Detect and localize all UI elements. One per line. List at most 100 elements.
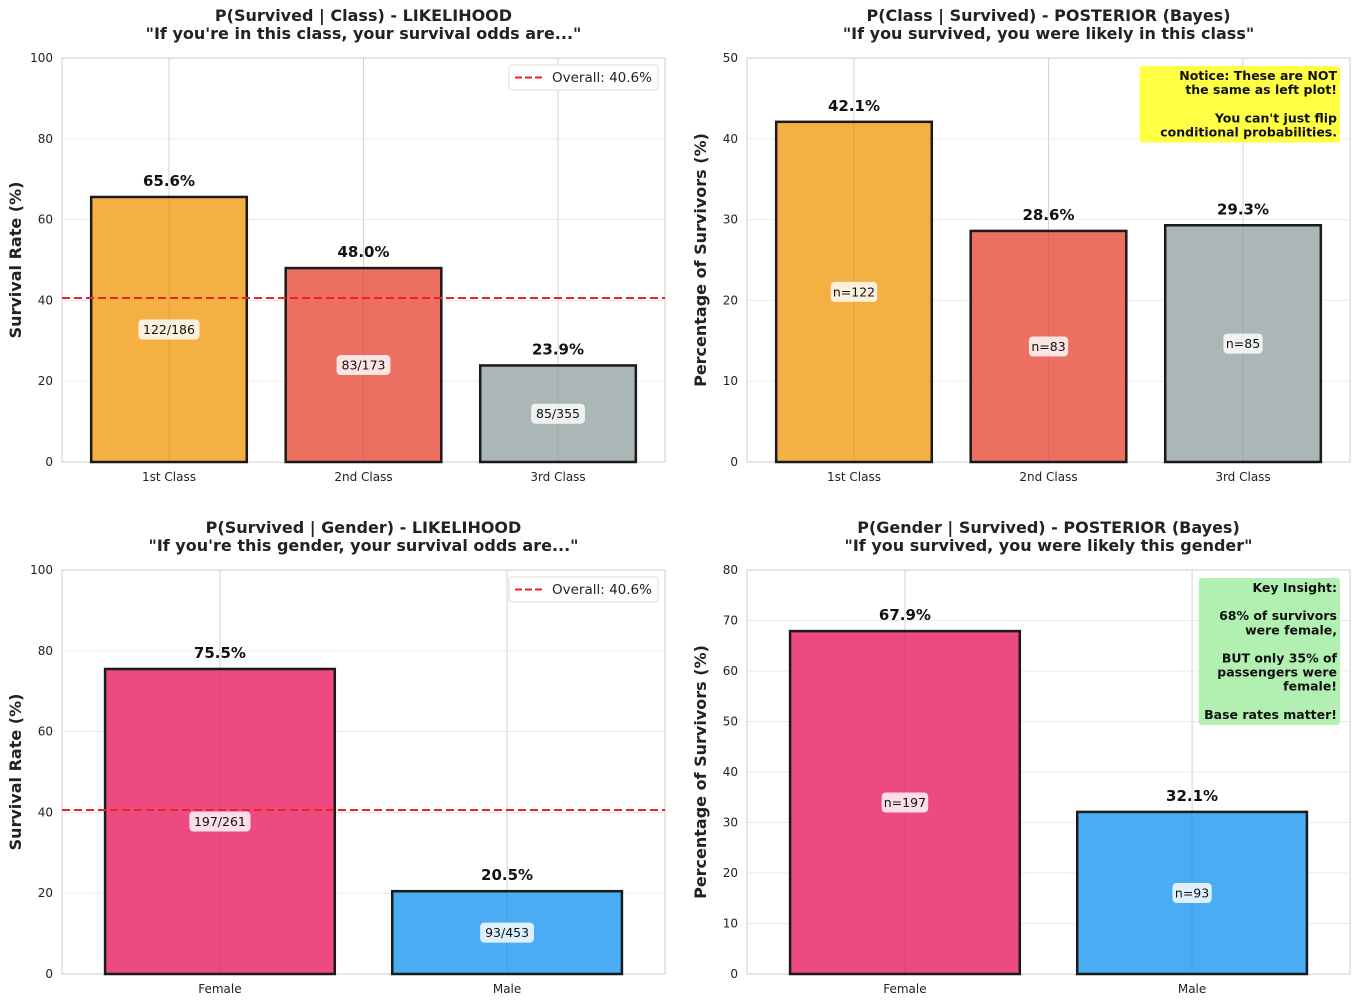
chart-subtitle: "If you survived, you were likely this g… bbox=[845, 536, 1253, 555]
bar-inner-label-box bbox=[138, 319, 200, 340]
chart-title: P(Survived | Class) - LIKELIHOOD bbox=[215, 6, 512, 26]
y-tick-label: 60 bbox=[723, 664, 738, 678]
y-tick-label: 40 bbox=[723, 132, 738, 146]
y-tick-label: 0 bbox=[45, 967, 53, 981]
bar-value-label: 23.9% bbox=[532, 340, 584, 358]
chart-title: P(Class | Survived) - POSTERIOR (Bayes) bbox=[866, 6, 1230, 26]
chart-panel-3: P(Survived | Gender) - LIKELIHOOD"If you… bbox=[6, 518, 666, 996]
chart-panel-2: P(Class | Survived) - POSTERIOR (Bayes)"… bbox=[691, 6, 1351, 484]
chart-subtitle: "If you're this gender, your survival od… bbox=[148, 536, 578, 555]
x-tick-label: Female bbox=[883, 982, 926, 996]
bar-inner-label-box bbox=[531, 403, 585, 424]
bar-value-label: 67.9% bbox=[879, 606, 931, 624]
plot-frame bbox=[746, 569, 1351, 975]
y-axis-label: Survival Rate (%) bbox=[6, 694, 25, 851]
bar-inner-label: n=122 bbox=[833, 284, 875, 299]
bar-value-label: 75.5% bbox=[194, 644, 246, 662]
legend-label: Overall: 40.6% bbox=[552, 582, 652, 598]
y-tick-label: 50 bbox=[723, 51, 738, 65]
y-tick-label: 0 bbox=[730, 455, 738, 469]
annotation-text: were female, bbox=[1245, 622, 1337, 637]
y-tick-label: 20 bbox=[723, 293, 738, 307]
y-tick-label: 30 bbox=[723, 816, 738, 830]
x-tick-label: Male bbox=[1178, 982, 1206, 996]
y-tick-label: 20 bbox=[723, 866, 738, 880]
annotation-text: the same as left plot! bbox=[1185, 82, 1337, 97]
bar-inner-label-box bbox=[1223, 333, 1263, 354]
bar-value-label: 20.5% bbox=[481, 866, 533, 884]
y-axis-label: Survival Rate (%) bbox=[6, 182, 25, 339]
bar-value-label: 48.0% bbox=[337, 243, 389, 261]
bar-inner-label: 197/261 bbox=[194, 814, 246, 829]
bar-inner-label: n=93 bbox=[1175, 885, 1209, 900]
bar-inner-label: n=197 bbox=[884, 795, 926, 810]
bar-value-label: 29.3% bbox=[1217, 200, 1269, 218]
annotation-text: conditional probabilities. bbox=[1160, 124, 1337, 139]
y-tick-label: 10 bbox=[723, 374, 738, 388]
y-tick-label: 0 bbox=[45, 455, 53, 469]
x-tick-label: 1st Class bbox=[827, 470, 881, 484]
annotation-text: Key Insight: bbox=[1252, 580, 1337, 595]
x-tick-label: 3rd Class bbox=[530, 470, 585, 484]
y-tick-label: 40 bbox=[38, 293, 53, 307]
y-tick-label: 40 bbox=[38, 805, 53, 819]
annotation-text: Base rates matter! bbox=[1204, 707, 1337, 722]
annotation-text: You can't just flip bbox=[1214, 110, 1337, 125]
y-tick-label: 100 bbox=[30, 563, 53, 577]
y-tick-label: 70 bbox=[723, 614, 738, 628]
bar bbox=[1075, 810, 1309, 976]
bar-value-label: 28.6% bbox=[1022, 206, 1074, 224]
y-axis-label: Percentage of Survivors (%) bbox=[691, 133, 710, 387]
bar-value-label: 65.6% bbox=[143, 172, 195, 190]
annotation-box bbox=[1139, 66, 1340, 143]
bar-inner-label: n=83 bbox=[1031, 339, 1065, 354]
x-tick-label: 1st Class bbox=[142, 470, 196, 484]
y-tick-label: 50 bbox=[723, 715, 738, 729]
y-axis-label: Percentage of Survivors (%) bbox=[691, 645, 710, 899]
bar-inner-label-box bbox=[830, 281, 878, 302]
annotation-text: female! bbox=[1283, 679, 1337, 694]
bar-inner-label-box bbox=[881, 792, 929, 813]
bar-inner-label-box bbox=[1172, 882, 1212, 903]
y-tick-label: 100 bbox=[30, 51, 53, 65]
x-tick-label: 2nd Class bbox=[1019, 470, 1077, 484]
bar-inner-label: 122/186 bbox=[143, 322, 195, 337]
y-tick-label: 60 bbox=[38, 725, 53, 739]
annotation-text: Notice: These are NOT bbox=[1179, 68, 1337, 83]
legend-box bbox=[508, 64, 659, 91]
bar-inner-label-box bbox=[336, 355, 391, 376]
chart-subtitle: "If you're in this class, your survival … bbox=[146, 24, 582, 43]
plot-frame bbox=[61, 569, 666, 975]
annotation-text: 68% of survivors bbox=[1219, 608, 1337, 623]
legend-box bbox=[508, 576, 659, 603]
bar-value-label: 42.1% bbox=[828, 97, 880, 115]
legend-label: Overall: 40.6% bbox=[552, 70, 652, 86]
y-tick-label: 10 bbox=[723, 917, 738, 931]
y-tick-label: 20 bbox=[38, 886, 53, 900]
y-tick-label: 0 bbox=[730, 967, 738, 981]
y-tick-label: 80 bbox=[723, 563, 738, 577]
annotation-text: BUT only 35% of bbox=[1222, 651, 1338, 666]
chart-title: P(Gender | Survived) - POSTERIOR (Bayes) bbox=[857, 518, 1240, 538]
chart-panel-4: P(Gender | Survived) - POSTERIOR (Bayes)… bbox=[691, 518, 1351, 996]
y-tick-label: 60 bbox=[38, 213, 53, 227]
y-tick-label: 30 bbox=[723, 213, 738, 227]
bar-inner-label: 85/355 bbox=[536, 406, 580, 421]
y-tick-label: 80 bbox=[38, 132, 53, 146]
bar-inner-label-box bbox=[1028, 336, 1069, 357]
bar-inner-label-box bbox=[480, 922, 534, 943]
y-tick-label: 20 bbox=[38, 374, 53, 388]
bar-inner-label: 83/173 bbox=[342, 358, 386, 373]
annotation-box bbox=[1198, 578, 1340, 725]
chart-subtitle: "If you survived, you were likely in thi… bbox=[843, 24, 1254, 43]
chart-title: P(Survived | Gender) - LIKELIHOOD bbox=[206, 518, 522, 538]
y-tick-label: 40 bbox=[723, 765, 738, 779]
y-tick-label: 80 bbox=[38, 644, 53, 658]
chart-panel-1: P(Survived | Class) - LIKELIHOOD"If you'… bbox=[6, 6, 666, 484]
x-tick-label: Male bbox=[493, 982, 521, 996]
x-tick-label: 3rd Class bbox=[1215, 470, 1270, 484]
x-tick-label: 2nd Class bbox=[334, 470, 392, 484]
bar-inner-label: n=85 bbox=[1226, 336, 1260, 351]
